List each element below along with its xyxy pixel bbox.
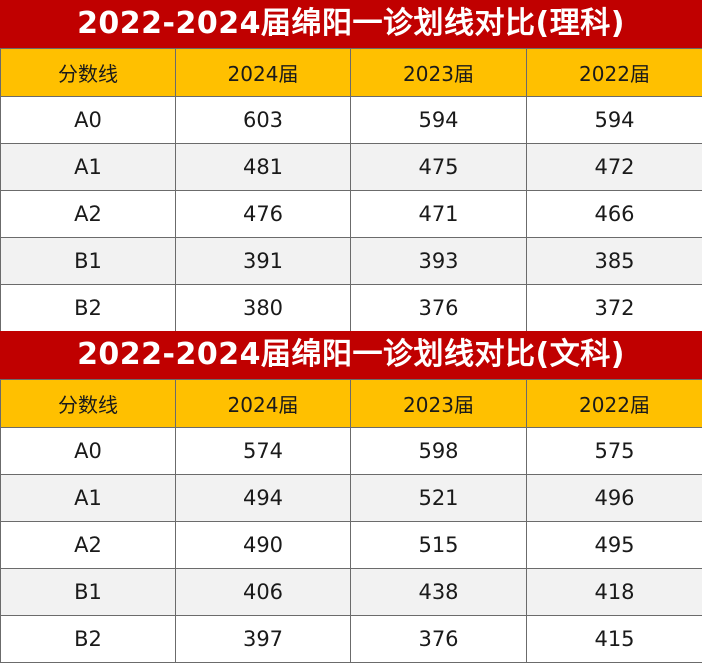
cell-2024: 574: [175, 427, 351, 475]
cell-2024: 391: [175, 237, 351, 285]
cell-2024: 397: [175, 615, 351, 663]
arts-section: 2022-2024届绵阳一诊划线对比(文科) 分数线 2024届 2023届 2…: [0, 331, 702, 663]
row-label: A2: [0, 190, 176, 238]
cell-2023: 376: [350, 615, 527, 663]
cell-2022: 575: [526, 427, 702, 475]
arts-table: 分数线 2024届 2023届 2022届 A0 574 598 575 A1 …: [0, 379, 702, 663]
header-cell-2022: 2022届: [526, 48, 702, 97]
table-row: B1 406 438 418: [0, 568, 702, 616]
arts-header-row: 分数线 2024届 2023届 2022届: [0, 379, 702, 428]
row-label: B2: [0, 284, 176, 332]
row-label: B1: [0, 568, 176, 616]
table-row: A1 494 521 496: [0, 474, 702, 522]
table-row: B2 397 376 415: [0, 615, 702, 663]
cell-2022: 466: [526, 190, 702, 238]
cell-2022: 496: [526, 474, 702, 522]
cell-2023: 521: [350, 474, 527, 522]
row-label: B2: [0, 615, 176, 663]
table-row: A2 476 471 466: [0, 190, 702, 238]
cell-2023: 594: [350, 96, 527, 144]
header-cell-line: 分数线: [0, 379, 176, 428]
science-section: 2022-2024届绵阳一诊划线对比(理科) 分数线 2024届 2023届 2…: [0, 0, 702, 332]
table-row: A0 603 594 594: [0, 96, 702, 144]
cell-2022: 495: [526, 521, 702, 569]
header-cell-2022: 2022届: [526, 379, 702, 428]
cell-2023: 438: [350, 568, 527, 616]
cell-2024: 406: [175, 568, 351, 616]
cell-2023: 393: [350, 237, 527, 285]
header-cell-line: 分数线: [0, 48, 176, 97]
cell-2022: 472: [526, 143, 702, 191]
cell-2022: 385: [526, 237, 702, 285]
cell-2024: 481: [175, 143, 351, 191]
cell-2024: 603: [175, 96, 351, 144]
cell-2022: 418: [526, 568, 702, 616]
cell-2024: 476: [175, 190, 351, 238]
cell-2023: 598: [350, 427, 527, 475]
arts-title: 2022-2024届绵阳一诊划线对比(文科): [0, 331, 702, 379]
cell-2023: 471: [350, 190, 527, 238]
header-cell-2024: 2024届: [175, 48, 351, 97]
row-label: A0: [0, 427, 176, 475]
cell-2022: 415: [526, 615, 702, 663]
science-title: 2022-2024届绵阳一诊划线对比(理科): [0, 0, 702, 48]
table-row: A0 574 598 575: [0, 427, 702, 475]
cell-2023: 515: [350, 521, 527, 569]
row-label: A2: [0, 521, 176, 569]
table-row: A2 490 515 495: [0, 521, 702, 569]
cell-2023: 475: [350, 143, 527, 191]
cell-2024: 380: [175, 284, 351, 332]
table-row: A1 481 475 472: [0, 143, 702, 191]
row-label: A1: [0, 474, 176, 522]
cell-2023: 376: [350, 284, 527, 332]
header-cell-2023: 2023届: [350, 48, 527, 97]
table-row: B2 380 376 372: [0, 284, 702, 332]
table-row: B1 391 393 385: [0, 237, 702, 285]
science-header-row: 分数线 2024届 2023届 2022届: [0, 48, 702, 97]
header-cell-2023: 2023届: [350, 379, 527, 428]
row-label: A1: [0, 143, 176, 191]
cell-2024: 494: [175, 474, 351, 522]
row-label: B1: [0, 237, 176, 285]
science-table: 分数线 2024届 2023届 2022届 A0 603 594 594 A1 …: [0, 48, 702, 332]
cell-2022: 372: [526, 284, 702, 332]
cell-2024: 490: [175, 521, 351, 569]
cell-2022: 594: [526, 96, 702, 144]
row-label: A0: [0, 96, 176, 144]
header-cell-2024: 2024届: [175, 379, 351, 428]
